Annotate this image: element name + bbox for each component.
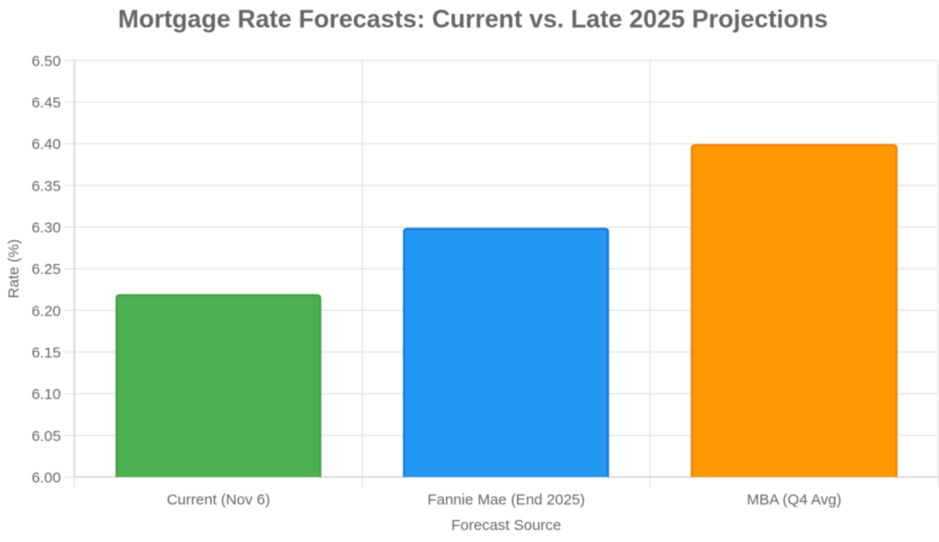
svg-text:6.40: 6.40	[32, 136, 61, 153]
svg-text:6.20: 6.20	[32, 303, 61, 320]
svg-text:6.00: 6.00	[32, 469, 61, 486]
svg-text:6.35: 6.35	[32, 178, 61, 195]
svg-text:6.15: 6.15	[32, 344, 61, 361]
svg-text:6.30: 6.30	[32, 220, 61, 237]
svg-text:Rate (%): Rate (%)	[6, 239, 23, 298]
svg-text:Fannie Mae (End 2025): Fannie Mae (End 2025)	[427, 492, 585, 509]
svg-text:6.10: 6.10	[32, 386, 61, 403]
svg-text:Current (Nov 6): Current (Nov 6)	[167, 492, 270, 509]
svg-text:6.45: 6.45	[32, 95, 61, 112]
svg-text:MBA (Q4 Avg): MBA (Q4 Avg)	[747, 492, 842, 509]
svg-text:6.50: 6.50	[32, 53, 61, 70]
svg-text:Mortgage Rate Forecasts: Curre: Mortgage Rate Forecasts: Current vs. Lat…	[118, 6, 828, 34]
svg-text:6.05: 6.05	[32, 428, 61, 445]
svg-text:Forecast Source: Forecast Source	[451, 517, 561, 534]
svg-text:6.25: 6.25	[32, 261, 61, 278]
